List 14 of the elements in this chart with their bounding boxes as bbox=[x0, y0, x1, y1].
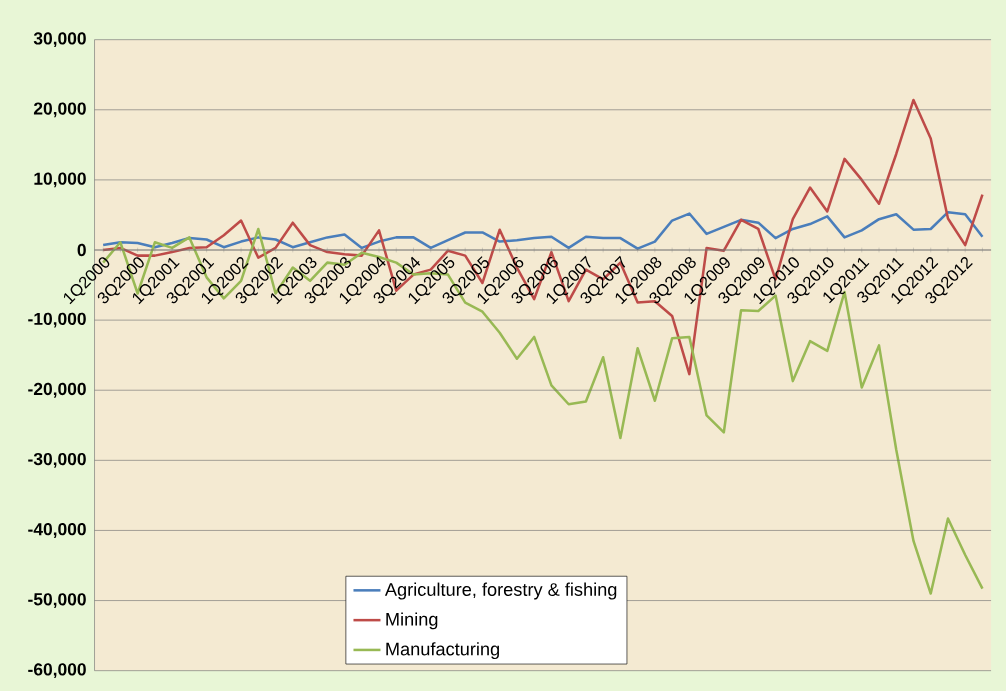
y-tick-label: -30,000 bbox=[28, 452, 86, 468]
y-tick-label: -20,000 bbox=[28, 382, 86, 398]
y-tick-label: -60,000 bbox=[28, 663, 86, 679]
y-tick-label: 30,000 bbox=[33, 32, 86, 48]
y-tick-label: -10,000 bbox=[28, 312, 86, 328]
y-tick-label: -40,000 bbox=[28, 523, 86, 538]
legend-label: Agriculture, forestry & fishing bbox=[384, 582, 617, 600]
line-series bbox=[101, 210, 984, 250]
y-tick-label: 20,000 bbox=[33, 102, 86, 118]
y-tick-label: -50,000 bbox=[28, 593, 86, 609]
legend-label: Mining bbox=[386, 612, 438, 630]
legend-label: Manufacturing bbox=[386, 642, 499, 660]
y-tick-label: 0 bbox=[77, 243, 86, 257]
y-tick-label: 10,000 bbox=[34, 172, 86, 188]
